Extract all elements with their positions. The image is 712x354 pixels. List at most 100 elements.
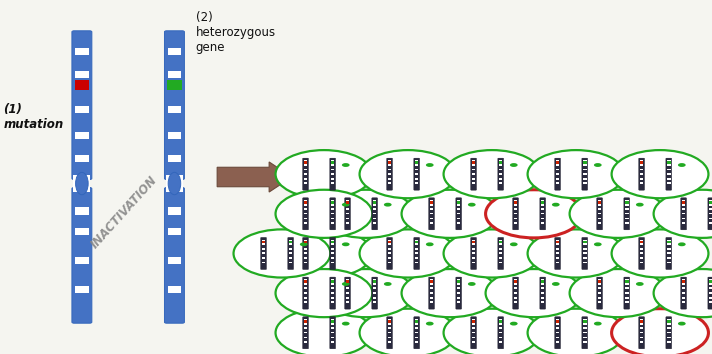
Bar bbox=[304, 252, 308, 254]
Bar bbox=[625, 212, 629, 215]
Bar bbox=[331, 164, 335, 166]
FancyBboxPatch shape bbox=[303, 317, 308, 349]
Circle shape bbox=[594, 322, 602, 326]
Bar bbox=[331, 257, 335, 259]
Bar bbox=[640, 182, 644, 184]
FancyBboxPatch shape bbox=[681, 277, 686, 309]
FancyBboxPatch shape bbox=[582, 238, 587, 269]
Bar bbox=[556, 164, 560, 166]
Bar bbox=[583, 182, 587, 184]
Bar bbox=[709, 283, 712, 285]
Bar bbox=[304, 244, 308, 245]
Circle shape bbox=[486, 269, 582, 317]
Bar bbox=[388, 173, 392, 175]
Circle shape bbox=[678, 163, 686, 167]
Bar bbox=[541, 287, 545, 289]
Bar bbox=[556, 173, 560, 175]
Bar bbox=[499, 161, 503, 164]
Bar bbox=[373, 200, 377, 202]
Bar bbox=[75, 71, 89, 78]
Bar bbox=[583, 161, 587, 164]
FancyBboxPatch shape bbox=[708, 198, 712, 230]
Bar bbox=[415, 173, 419, 175]
FancyBboxPatch shape bbox=[414, 317, 419, 349]
Bar bbox=[598, 301, 602, 303]
Circle shape bbox=[342, 282, 350, 286]
Bar bbox=[331, 331, 335, 333]
Text: INACTIVATION: INACTIVATION bbox=[89, 173, 160, 251]
Bar bbox=[388, 248, 392, 250]
FancyBboxPatch shape bbox=[513, 277, 518, 309]
Bar bbox=[640, 319, 644, 321]
Bar bbox=[583, 331, 587, 333]
Bar bbox=[682, 301, 686, 303]
Bar bbox=[388, 244, 392, 245]
Bar bbox=[373, 283, 377, 285]
Bar bbox=[289, 252, 293, 254]
Bar bbox=[75, 80, 89, 90]
Bar bbox=[640, 257, 644, 259]
Bar bbox=[682, 212, 686, 215]
Circle shape bbox=[276, 269, 372, 317]
Bar bbox=[373, 212, 377, 215]
Bar bbox=[541, 297, 545, 299]
Ellipse shape bbox=[75, 172, 88, 195]
FancyBboxPatch shape bbox=[456, 277, 461, 309]
Bar bbox=[331, 283, 335, 285]
FancyBboxPatch shape bbox=[498, 158, 503, 190]
Bar bbox=[667, 323, 671, 325]
Bar bbox=[472, 169, 476, 170]
Bar bbox=[373, 222, 377, 224]
Bar bbox=[262, 262, 266, 263]
Bar bbox=[640, 241, 644, 244]
Bar bbox=[709, 204, 712, 206]
Bar bbox=[556, 331, 560, 333]
Bar bbox=[514, 204, 518, 206]
Circle shape bbox=[402, 190, 498, 238]
Bar bbox=[583, 248, 587, 250]
Bar bbox=[556, 182, 560, 184]
Bar bbox=[499, 178, 503, 180]
Bar bbox=[168, 155, 181, 162]
Bar bbox=[304, 222, 308, 224]
Bar bbox=[709, 279, 712, 281]
Bar bbox=[583, 169, 587, 170]
Bar bbox=[556, 244, 560, 245]
Bar bbox=[388, 323, 392, 325]
Circle shape bbox=[486, 190, 582, 238]
Bar bbox=[388, 182, 392, 184]
Bar bbox=[583, 252, 587, 254]
Bar bbox=[331, 252, 335, 254]
Bar bbox=[457, 208, 461, 210]
Bar bbox=[415, 337, 419, 338]
Bar bbox=[472, 173, 476, 175]
Bar bbox=[388, 164, 392, 166]
Bar bbox=[709, 212, 712, 215]
Bar bbox=[415, 320, 419, 323]
Bar bbox=[472, 323, 476, 325]
Bar bbox=[667, 262, 671, 263]
Bar bbox=[415, 178, 419, 180]
Bar bbox=[514, 280, 518, 283]
Bar bbox=[541, 292, 545, 294]
Circle shape bbox=[510, 322, 518, 326]
Bar bbox=[289, 262, 293, 263]
Bar bbox=[499, 240, 503, 241]
Bar bbox=[556, 241, 560, 244]
Bar bbox=[388, 178, 392, 180]
Bar bbox=[514, 297, 518, 299]
Bar bbox=[472, 327, 476, 329]
Bar bbox=[457, 287, 461, 289]
Bar bbox=[373, 297, 377, 299]
Bar bbox=[583, 319, 587, 321]
Bar bbox=[166, 175, 183, 192]
Bar bbox=[415, 257, 419, 259]
Bar bbox=[499, 331, 503, 333]
Bar bbox=[457, 200, 461, 202]
Bar bbox=[709, 287, 712, 289]
Bar bbox=[457, 201, 461, 204]
Bar bbox=[415, 323, 419, 325]
Bar bbox=[304, 319, 308, 321]
Circle shape bbox=[552, 282, 560, 286]
Bar bbox=[499, 323, 503, 325]
